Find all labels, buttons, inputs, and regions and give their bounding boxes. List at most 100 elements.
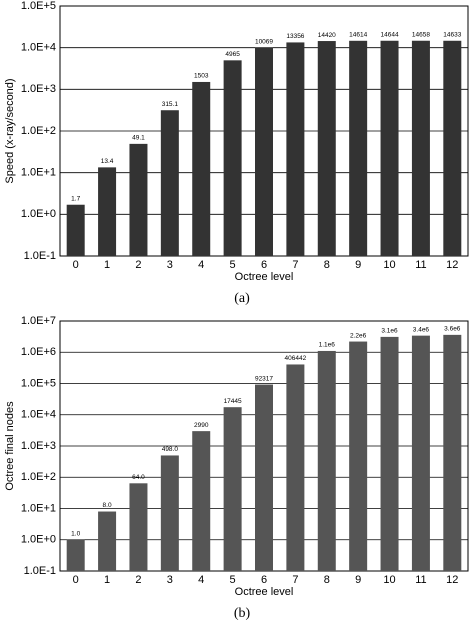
bar (349, 341, 368, 571)
y-tick-label: 1.0E+0 (21, 208, 56, 220)
bar (286, 364, 305, 571)
x-tick-label: 11 (415, 259, 426, 271)
value-label: 14614 (349, 32, 367, 39)
y-tick-label: 1.0E-1 (24, 565, 56, 577)
bar (380, 40, 399, 257)
x-tick-label: 5 (230, 259, 236, 271)
y-tick-label: 1.0E+0 (21, 534, 56, 546)
bar (317, 41, 336, 256)
bar (317, 350, 336, 571)
x-tick-label: 6 (261, 574, 267, 586)
bar (192, 431, 211, 571)
x-tick-label: 2 (135, 259, 141, 271)
bar (380, 336, 399, 571)
value-label: 1503 (194, 73, 209, 80)
x-tick-label: 1 (104, 574, 110, 586)
bar (349, 40, 368, 257)
bar (443, 334, 462, 571)
bar (443, 40, 462, 257)
x-tick-label: 1 (104, 259, 110, 271)
bar (66, 539, 85, 571)
x-tick-label: 8 (324, 259, 330, 271)
bar (129, 483, 148, 571)
bar (66, 204, 85, 256)
x-tick-label: 2 (135, 574, 141, 586)
value-label: 1.7 (71, 195, 80, 202)
x-tick-label: 11 (415, 574, 426, 586)
y-tick-label: 1.0E-1 (24, 250, 56, 262)
y-tick-label: 1.0E+3 (21, 440, 56, 452)
x-axis-label: Octree level (235, 271, 294, 283)
value-label: 13.4 (101, 158, 114, 165)
x-tick-label: 6 (261, 259, 267, 271)
y-tick-label: 1.0E+6 (21, 346, 56, 358)
x-tick-label: 9 (355, 574, 361, 586)
y-tick-label: 1.0E+5 (21, 377, 56, 389)
y-tick-label: 1.0E+2 (21, 125, 56, 137)
value-label: 3.4e6 (413, 326, 430, 333)
x-tick-label: 0 (73, 259, 79, 271)
x-tick-label: 7 (292, 259, 298, 271)
x-tick-label: 10 (383, 259, 395, 271)
y-tick-label: 1.0E+4 (21, 42, 56, 54)
y-tick-label: 1.0E+4 (21, 409, 56, 421)
x-tick-label: 10 (383, 574, 395, 586)
value-label: 10069 (255, 38, 273, 45)
value-label: 2.2e6 (350, 332, 367, 339)
y-tick-label: 1.0E+1 (21, 167, 56, 179)
bar (223, 407, 242, 571)
bar (160, 455, 179, 571)
value-label: 406442 (285, 355, 307, 362)
y-tick-label: 1.0E+5 (21, 0, 56, 12)
x-tick-label: 4 (198, 574, 204, 586)
value-label: 8.0 (103, 502, 112, 509)
y-axis-label: Speed (x-ray/second) (4, 78, 16, 183)
bar (255, 384, 273, 571)
bar (411, 40, 430, 256)
bar (223, 60, 242, 256)
bar (129, 143, 148, 256)
value-label: 14658 (412, 31, 430, 38)
value-label: 4965 (225, 51, 240, 58)
bar (411, 335, 430, 571)
value-label: 3.6e6 (444, 326, 461, 333)
x-tick-label: 9 (355, 259, 361, 271)
x-tick-label: 12 (446, 259, 458, 271)
bar (160, 110, 179, 256)
value-label: 17445 (224, 398, 242, 405)
bar (98, 167, 117, 256)
x-tick-label: 5 (230, 574, 236, 586)
bar (192, 81, 211, 256)
x-tick-label: 7 (292, 574, 298, 586)
value-label: 498.0 (162, 446, 179, 453)
y-tick-label: 1.0E+7 (21, 315, 56, 327)
value-label: 14633 (443, 31, 461, 38)
value-label: 1.1e6 (319, 342, 336, 349)
y-tick-label: 1.0E+1 (21, 502, 56, 514)
x-tick-label: 3 (167, 574, 173, 586)
value-label: 13356 (286, 33, 304, 40)
value-label: 315.1 (162, 101, 179, 108)
caption: (b) (234, 606, 251, 621)
x-tick-label: 4 (198, 259, 204, 271)
value-label: 92317 (255, 375, 273, 382)
value-label: 14420 (318, 32, 336, 39)
x-axis-label: Octree level (235, 586, 294, 598)
value-label: 1.0 (71, 530, 80, 537)
bar (286, 42, 305, 257)
x-tick-label: 8 (324, 574, 330, 586)
value-label: 64.0 (132, 474, 145, 481)
x-tick-label: 3 (167, 259, 173, 271)
value-label: 3.1e6 (381, 328, 398, 335)
y-axis-label: Octree final nodes (4, 401, 16, 491)
y-tick-label: 1.0E+3 (21, 83, 56, 95)
y-tick-label: 1.0E+2 (21, 471, 56, 483)
caption: (a) (234, 291, 250, 306)
x-tick-label: 12 (446, 574, 458, 586)
bar (98, 511, 117, 571)
value-label: 49.1 (132, 135, 145, 142)
x-tick-label: 0 (73, 574, 79, 586)
value-label: 2990 (194, 422, 209, 429)
value-label: 14644 (380, 31, 398, 38)
